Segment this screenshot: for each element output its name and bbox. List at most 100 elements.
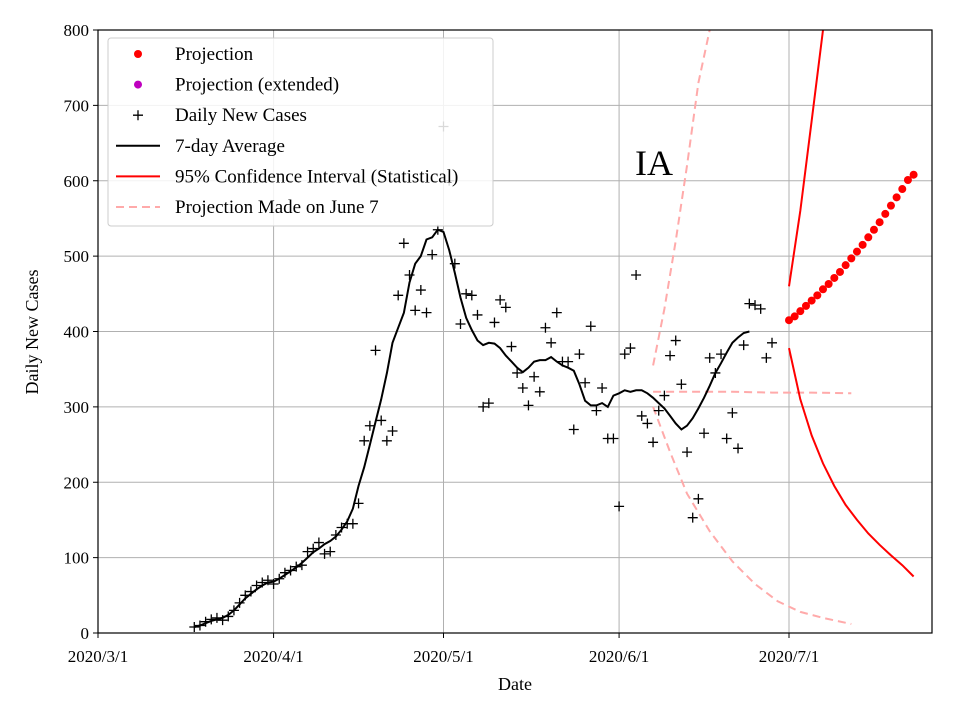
daily-cases-marker xyxy=(274,573,285,584)
projection-point xyxy=(801,301,810,310)
x-tick-label: 2020/5/1 xyxy=(413,647,473,666)
daily-cases-marker xyxy=(495,294,506,305)
daily-cases-marker xyxy=(404,269,415,280)
projection-point xyxy=(813,291,822,300)
daily-cases-marker xyxy=(738,340,749,351)
daily-cases-marker xyxy=(568,424,579,435)
seven-day-average-line xyxy=(194,228,750,628)
daily-cases-marker xyxy=(359,435,370,446)
daily-cases-marker xyxy=(291,561,302,572)
daily-cases-marker xyxy=(670,335,681,346)
series-layer xyxy=(189,30,918,632)
projection-point xyxy=(796,307,805,316)
daily-cases-marker xyxy=(455,318,466,329)
daily-cases-marker xyxy=(710,367,721,378)
daily-cases-marker xyxy=(285,565,296,576)
legend-box xyxy=(107,37,494,227)
daily-cases-marker xyxy=(693,493,704,504)
daily-cases-marker xyxy=(302,546,313,557)
june7-projection-mean-line xyxy=(653,390,852,395)
y-tick-label: 700 xyxy=(64,96,90,115)
daily-cases-marker xyxy=(687,512,698,523)
projection-point xyxy=(824,280,833,289)
daily-cases-marker xyxy=(353,498,364,509)
projection-point xyxy=(864,233,873,242)
daily-cases-marker xyxy=(585,321,596,332)
projection-point xyxy=(841,261,850,270)
x-tick-label: 2020/4/1 xyxy=(243,647,303,666)
daily-cases-marker xyxy=(755,303,766,314)
daily-cases-marker xyxy=(619,349,630,360)
daily-cases-marker xyxy=(489,317,500,328)
daily-cases-marker xyxy=(217,615,228,626)
daily-cases-marker xyxy=(534,386,545,397)
legend-label: Projection (extended) xyxy=(175,75,339,96)
daily-cases-marker xyxy=(733,443,744,454)
projection-point xyxy=(785,316,793,325)
daily-cases-marker xyxy=(206,614,217,625)
x-tick-label: 2020/3/1 xyxy=(68,647,128,666)
daily-cases-marker xyxy=(472,309,483,320)
daily-cases-marker xyxy=(653,405,664,416)
daily-cases-marker xyxy=(721,433,732,444)
daily-cases-marker xyxy=(648,437,659,448)
daily-cases-marker xyxy=(512,367,523,378)
daily-cases-marker xyxy=(574,349,585,360)
axis-ticks: 0 100 200 300 400 500 600 700 800 2020/3/1 2020/4/… xyxy=(64,21,820,666)
daily-cases-marker xyxy=(251,580,262,591)
y-tick-label: 100 xyxy=(64,549,90,568)
daily-cases-marker xyxy=(625,343,636,354)
daily-cases-marker xyxy=(466,290,477,301)
daily-cases-marker xyxy=(296,560,307,571)
daily-cases-marker xyxy=(268,579,279,590)
daily-cases-marker xyxy=(325,546,336,557)
daily-cases-marker xyxy=(364,420,375,431)
daily-cases-marker xyxy=(376,415,387,426)
daily-cases-marker xyxy=(410,305,421,316)
daily-cases-marker xyxy=(461,288,472,299)
daily-cases-marker xyxy=(421,307,432,318)
daily-cases-marker xyxy=(704,352,715,363)
daily-cases-marker xyxy=(523,400,534,411)
daily-cases-marker xyxy=(591,405,602,416)
daily-cases-marker xyxy=(699,428,710,439)
y-tick-label: 400 xyxy=(64,323,90,342)
daily-cases-marker xyxy=(398,238,409,249)
daily-cases-marker xyxy=(580,377,591,388)
projection-point xyxy=(852,247,861,256)
projection-point xyxy=(790,312,799,321)
confidence-upper-line xyxy=(788,30,824,287)
y-tick-label: 600 xyxy=(64,172,90,191)
daily-cases-marker xyxy=(682,447,693,458)
y-tick-label: 300 xyxy=(64,398,90,417)
daily-cases-marker xyxy=(483,398,494,409)
daily-cases-marker xyxy=(449,258,460,269)
daily-cases-marker xyxy=(676,379,687,390)
projection-point xyxy=(835,267,844,276)
confidence-lower-line xyxy=(788,347,915,578)
daily-cases-marker xyxy=(319,548,330,559)
daily-cases-marker xyxy=(597,383,608,394)
daily-cases-marker xyxy=(415,285,426,296)
state-label: IA xyxy=(635,143,673,183)
daily-cases-marker xyxy=(245,586,256,597)
y-axis-label: Daily New Cases xyxy=(22,270,42,395)
y-tick-label: 800 xyxy=(64,21,90,40)
daily-cases-marker xyxy=(347,518,358,529)
daily-cases-marker xyxy=(234,597,245,608)
legend-label: Projection xyxy=(175,44,254,65)
legend-label: Projection Made on June 7 xyxy=(175,197,379,218)
june7-projection-lower-line xyxy=(652,406,852,625)
daily-cases-marker xyxy=(767,337,778,348)
projection-point xyxy=(875,218,884,227)
daily-cases-marker xyxy=(540,322,551,333)
daily-cases-marker xyxy=(727,407,738,418)
daily-cases-marker xyxy=(393,290,404,301)
projection-point xyxy=(869,225,878,234)
projection-point xyxy=(830,273,839,282)
daily-cases-marker xyxy=(614,501,625,512)
daily-cases-marker xyxy=(336,522,347,533)
daily-cases-marker xyxy=(551,307,562,318)
legend-marker xyxy=(134,50,142,58)
daily-cases-marker xyxy=(529,371,540,382)
